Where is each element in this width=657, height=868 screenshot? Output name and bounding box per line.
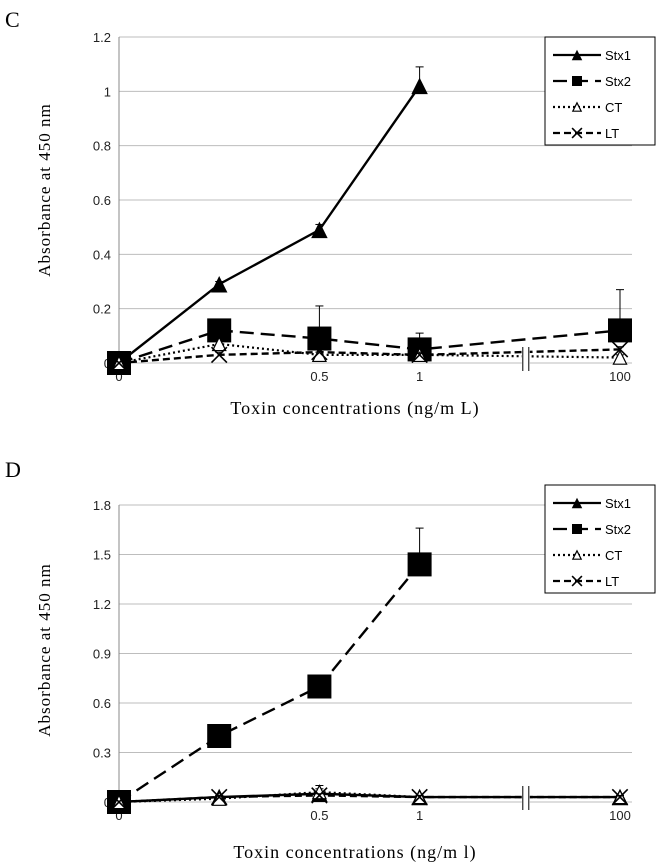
legend-label-d-lt: LT [605, 574, 619, 589]
legend-label-d-stx2: Stx2 [605, 522, 631, 537]
legend-marker-c-ct [571, 101, 583, 112]
legend-label-d-stx1: Stx1 [605, 496, 631, 511]
legend-c: Stx1 Stx2 CT LT [544, 36, 656, 146]
marker-c-stx1-2 [311, 221, 328, 239]
marker-d-lt-3-stroke-b [411, 788, 428, 806]
marker-d-lt-4-stroke-b [611, 788, 629, 806]
y-tick-label-c-2: 0.4 [93, 247, 111, 262]
y-axis-label-c: Absorbance at 450 nm [35, 103, 54, 276]
series-line-d-ct [118, 790, 620, 804]
legend-marker-c-stx2 [572, 76, 582, 86]
legend-box-c [544, 36, 656, 146]
marker-d-lt-0-stroke-b [110, 793, 128, 811]
legend-marker-c-lt [571, 127, 583, 139]
marker-c-lt-4-stroke-b [611, 341, 629, 358]
x-tick-label-d-2: 0.5 [310, 808, 328, 823]
x-tick-label-c-5: 100 [609, 369, 631, 384]
marker-d-lt-1 [210, 788, 228, 806]
marker-c-lt-2 [311, 343, 328, 361]
series-line-c-lt [118, 348, 621, 365]
y-tick-label-c-4: 0.8 [93, 139, 111, 154]
y-tick-label-c-5: 1 [104, 84, 111, 99]
legend-marker-d-stx1 [571, 497, 583, 509]
marker-d-lt-2-stroke-b [311, 787, 328, 804]
series-line-c-stx2 [118, 329, 621, 365]
legend-label-c-ct: CT [605, 100, 622, 115]
marker-c-lt-2-stroke-b [311, 343, 328, 361]
y-tick-label-c-6: 1.2 [93, 30, 111, 45]
y-tick-label-c-3: 0.6 [93, 193, 111, 208]
legend-marker-c-stx1 [571, 49, 583, 61]
x-axis-label-c: Toxin concentrations (ng/m L) [230, 398, 479, 419]
x-tick-label-c-0: 0 [115, 369, 122, 384]
marker-d-stx2-1 [207, 724, 232, 748]
y-tick-label-d-2: 0.6 [93, 696, 111, 711]
marker-c-lt-1-stroke-b [210, 346, 228, 364]
marker-c-lt-1 [210, 346, 228, 364]
legend-label-c-lt: LT [605, 126, 619, 141]
series-line-c-stx1 [118, 85, 421, 364]
legend-d: Stx1 Stx2 CT LT [544, 484, 656, 594]
legend-marker-d-stx2 [572, 524, 582, 534]
marker-d-lt-0 [110, 793, 128, 811]
marker-d-stx2-3 [407, 552, 432, 577]
marker-c-stx1-3 [411, 77, 428, 95]
marker-c-stx2-4 [608, 318, 632, 343]
marker-c-lt-0-stroke-b [110, 354, 128, 372]
marker-c-ct-1 [211, 336, 227, 352]
marker-c-lt-0 [110, 354, 128, 372]
x-tick-label-c-2: 0.5 [310, 369, 328, 384]
marker-c-lt-4 [611, 341, 629, 358]
series-line-c-ct [118, 342, 621, 365]
y-tick-label-d-5: 1.5 [93, 548, 111, 563]
x-tick-label-d-0: 0 [115, 808, 122, 823]
marker-c-ct-4 [612, 349, 628, 365]
marker-d-lt-4 [611, 788, 629, 806]
marker-d-lt-2 [311, 787, 328, 804]
panel-letter-c: C [5, 7, 20, 32]
y-tick-label-d-6: 1.8 [93, 498, 111, 513]
axis-break-gap-c [521, 347, 530, 371]
legend-marker-d-ct [571, 549, 583, 560]
marker-c-lt-3-stroke-b [411, 346, 428, 364]
y-tick-label-d-3: 0.9 [93, 647, 111, 662]
x-tick-label-d-5: 100 [609, 808, 631, 823]
marker-d-ct-1 [211, 790, 227, 806]
marker-d-lt-1-stroke-b [210, 788, 228, 806]
marker-c-stx2-2 [307, 326, 332, 351]
x-axis-label-d: Toxin concentrations (ng/m l) [233, 842, 476, 863]
legend-marker-d-lt-stroke-b [571, 575, 583, 587]
legend-marker-c-lt-stroke-b [571, 127, 583, 139]
legend-label-d-ct: CT [605, 548, 622, 563]
marker-c-lt-3 [411, 346, 428, 364]
y-tick-label-c-1: 0.2 [93, 302, 111, 317]
y-tick-label-d-4: 1.2 [93, 597, 111, 612]
x-tick-label-d-3: 1 [416, 808, 423, 823]
panel-letter-d: D [5, 457, 21, 482]
series-line-d-stx2 [118, 563, 421, 804]
legend-label-c-stx1: Stx1 [605, 48, 631, 63]
legend-box-d [544, 484, 656, 594]
marker-c-stx1-1 [210, 275, 228, 293]
marker-d-stx2-2 [307, 674, 332, 699]
legend-marker-d-lt [571, 575, 583, 587]
axis-break-gap-d [521, 786, 530, 810]
y-axis-label-d: Absorbance at 450 nm [35, 563, 54, 736]
x-tick-label-c-3: 1 [416, 369, 423, 384]
y-tick-label-d-1: 0.3 [93, 746, 111, 761]
legend-label-c-stx2: Stx2 [605, 74, 631, 89]
marker-d-lt-3 [411, 788, 428, 806]
